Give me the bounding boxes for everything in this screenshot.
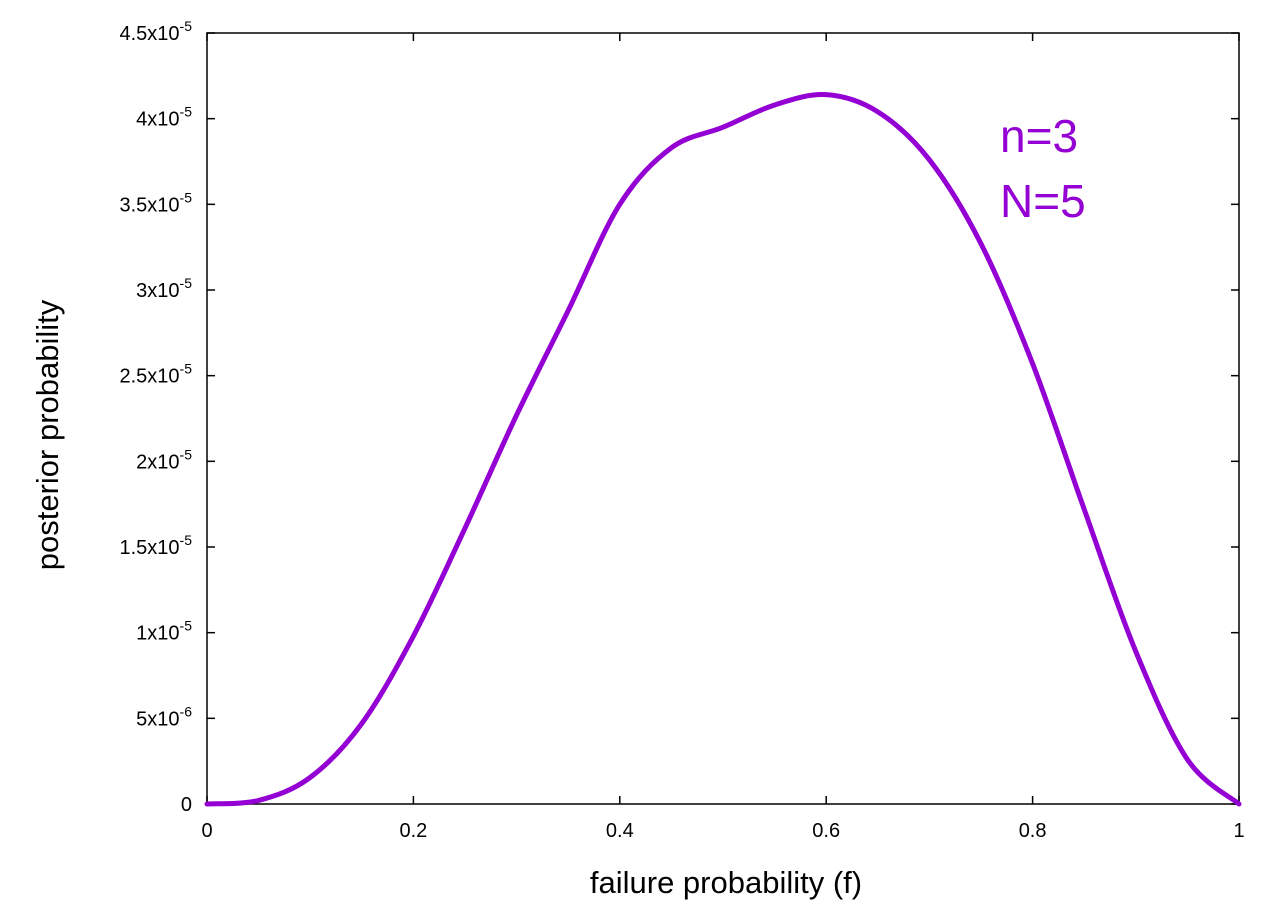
y-tick-label: 3.5x10-5 bbox=[119, 189, 192, 216]
y-tick-label: 1x10-5 bbox=[136, 618, 192, 645]
x-tick-label: 0.4 bbox=[606, 820, 634, 842]
x-tick-label: 0.6 bbox=[812, 820, 840, 842]
y-axis-title: posterior probability bbox=[30, 299, 65, 570]
x-tick-label: 0 bbox=[201, 820, 212, 842]
annotation-N: N=5 bbox=[1000, 175, 1086, 227]
x-axis-title: failure probability (f) bbox=[590, 865, 862, 900]
x-tick-label: 0.8 bbox=[1019, 820, 1047, 842]
y-tick-label: 2x10-5 bbox=[136, 446, 192, 473]
y-tick-label: 4.5x10-5 bbox=[119, 18, 192, 45]
plot-frame bbox=[206, 32, 1240, 805]
x-tick-label: 1 bbox=[1233, 820, 1244, 842]
x-tick-label: 0.2 bbox=[399, 820, 427, 842]
annotation-n: n=3 bbox=[1000, 110, 1078, 162]
posterior-curve bbox=[204, 92, 1242, 807]
y-tick-label: 3x10-5 bbox=[136, 275, 192, 302]
y-axis-ticks: 0 5x10-6 1x10-5 1.5x10-5 2x10-5 2.5x10-5 3x10-… bbox=[119, 18, 1239, 816]
x-axis-ticks: 0 0.2 0.4 0.6 0.8 1 bbox=[201, 33, 1245, 842]
y-tick-label: 2.5x10-5 bbox=[119, 361, 192, 388]
y-tick-label: 1.5x10-5 bbox=[119, 532, 192, 559]
y-tick-label: 4x10-5 bbox=[136, 104, 192, 131]
y-tick-label: 0 bbox=[181, 794, 192, 816]
y-tick-label: 5x10-6 bbox=[136, 703, 192, 730]
